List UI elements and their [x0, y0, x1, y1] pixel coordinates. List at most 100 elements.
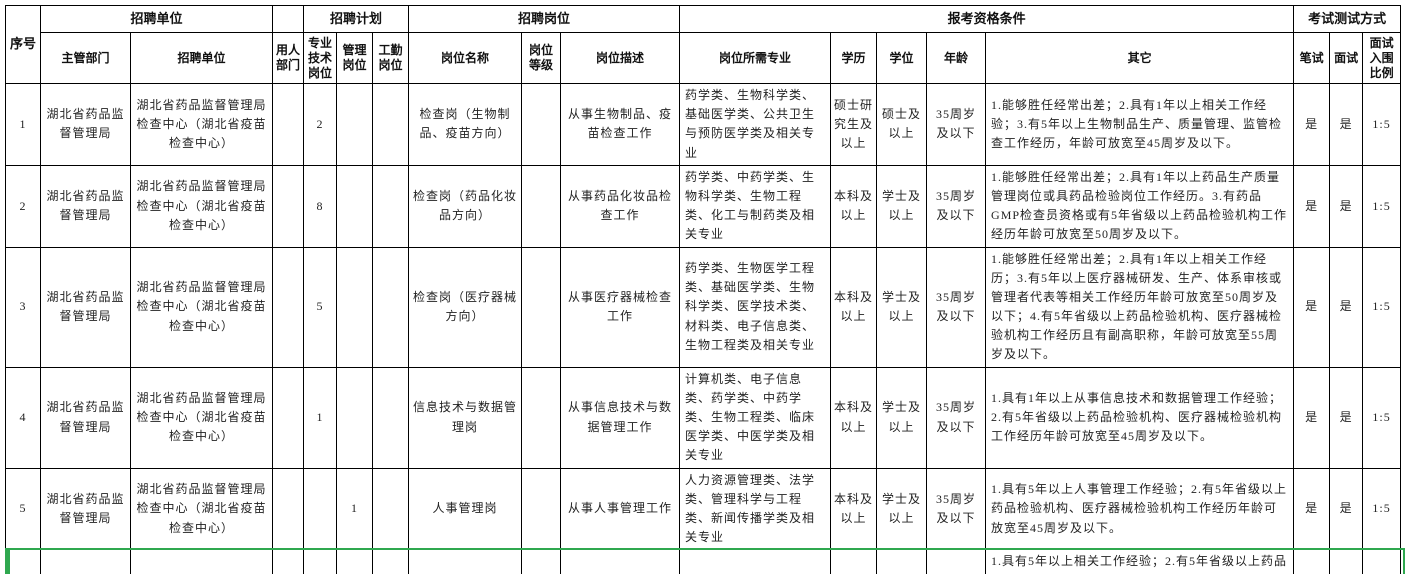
cell-other[interactable]: 1.能够胜任经常出差；2.具有1年以上药品生产质量管理岗位或具药品检验岗位工作经…	[985, 164, 1295, 248]
cell-degree[interactable]: 硕士及以上	[876, 83, 928, 166]
cell-degree[interactable]: 学士及以上	[876, 246, 928, 368]
cell-labor[interactable]	[372, 549, 410, 574]
cell-mgmt[interactable]	[336, 83, 374, 166]
header-seq[interactable]: 序号	[5, 5, 41, 84]
cell-use-dept[interactable]	[272, 549, 305, 574]
header-unit[interactable]: 招聘单位	[129, 32, 274, 84]
cell-unit[interactable]: 湖北省药品监督管理局检查中心（湖北省疫苗检查中心）	[129, 366, 274, 469]
cell-post-name[interactable]: 检查岗（医疗器械方向）	[408, 246, 523, 368]
header-other[interactable]: 其它	[985, 32, 1295, 84]
cell-dept[interactable]: 湖北省药品监督管理局	[40, 246, 131, 368]
cell-prof[interactable]	[303, 549, 338, 574]
cell-mgmt[interactable]	[336, 164, 374, 248]
header-use-dept[interactable]: 用人部门	[272, 32, 305, 84]
cell-seq[interactable]: 4	[5, 366, 41, 469]
cell-post-desc[interactable]: 从事医疗器械检查工作	[560, 246, 681, 368]
cell-other[interactable]: 1.能够胜任经常出差；2.具有1年以上相关工作经验；3.有5年以上生物制品生产、…	[985, 83, 1295, 166]
cell-seq[interactable]: 5	[5, 467, 41, 551]
header-post-desc[interactable]: 岗位描述	[560, 32, 681, 84]
cell-age[interactable]: 35周岁及以下	[926, 164, 987, 248]
cell-ratio[interactable]: 1:5	[1362, 366, 1402, 469]
header-labor-post[interactable]: 工勤岗位	[372, 32, 410, 84]
cell-unit[interactable]: 湖北省药品监督管理局检查中心（湖北省疫苗检查中心）	[129, 467, 274, 551]
cell-written[interactable]: 是	[1293, 246, 1331, 368]
cell-prof[interactable]: 5	[303, 246, 338, 368]
header-degree[interactable]: 学位	[876, 32, 928, 84]
cell-post-desc[interactable]: 从事综合管理及档案管理工作	[560, 549, 681, 574]
cell-unit[interactable]: 湖北省药品监督管理局检查中心（湖北省疫苗检查中心）	[129, 164, 274, 248]
header-group-recruit-unit[interactable]: 招聘单位	[39, 5, 274, 33]
cell-use-dept[interactable]	[272, 164, 305, 248]
cell-dept[interactable]: 湖北省药品监督管理局	[40, 366, 131, 469]
cell-labor[interactable]	[372, 467, 410, 551]
cell-unit[interactable]: 湖北省药品监督管理局检查中心（湖北省疫苗检查中心）	[129, 246, 274, 368]
cell-use-dept[interactable]	[272, 467, 305, 551]
cell-ratio[interactable]: 1:5	[1362, 246, 1402, 368]
cell-seq[interactable]: 2	[5, 164, 41, 248]
cell-majors[interactable]: 图书情报与档案管理类、工商管理类、外国语言文学类及相关专业	[679, 549, 832, 574]
cell-unit[interactable]: 湖北省药品监督管理局检查中心（湖北省疫苗检查中心）	[129, 549, 274, 574]
cell-prof[interactable]: 8	[303, 164, 338, 248]
cell-other[interactable]: 1.能够胜任经常出差；2.具有1年以上相关工作经历；3.有5年以上医疗器械研发、…	[985, 246, 1295, 368]
cell-degree[interactable]: 学士及以上	[876, 467, 928, 551]
cell-age[interactable]: 35周岁及以下	[926, 549, 987, 574]
cell-post-grade[interactable]	[521, 164, 562, 248]
cell-prof[interactable]	[303, 467, 338, 551]
header-post-grade[interactable]: 岗位等级	[521, 32, 562, 84]
cell-post-grade[interactable]	[521, 467, 562, 551]
cell-post-grade[interactable]	[521, 83, 562, 166]
cell-interview[interactable]: 是	[1329, 549, 1364, 574]
cell-ratio[interactable]: 1:5	[1362, 164, 1402, 248]
cell-edu[interactable]: 本科及以上	[830, 366, 878, 469]
header-mgmt-post[interactable]: 管理岗位	[336, 32, 374, 84]
cell-degree[interactable]: 学士及以上	[876, 164, 928, 248]
cell-ratio[interactable]: 1:5	[1362, 467, 1402, 551]
cell-age[interactable]: 35周岁及以下	[926, 467, 987, 551]
cell-interview[interactable]: 是	[1329, 83, 1364, 166]
header-group-recruit-post[interactable]: 招聘岗位	[408, 5, 681, 33]
cell-majors[interactable]: 药学类、生物科学类、基础医学类、公共卫生与预防医学类及相关专业	[679, 83, 832, 166]
cell-degree[interactable]: 学士及以上	[876, 366, 928, 469]
cell-dept[interactable]: 湖北省药品监督管理局	[40, 549, 131, 574]
cell-age[interactable]: 35周岁及以下	[926, 246, 987, 368]
cell-other[interactable]: 1.具有1年以上从事信息技术和数据管理工作经验；2.有5年省级以上药品检验机构、…	[985, 366, 1295, 469]
cell-labor[interactable]	[372, 366, 410, 469]
cell-edu[interactable]: 本科及以上	[830, 467, 878, 551]
header-prof-post[interactable]: 专业技术岗位	[303, 32, 338, 84]
cell-post-desc[interactable]: 从事药品化妆品检查工作	[560, 164, 681, 248]
cell-post-name[interactable]: 检查岗（生物制品、疫苗方向）	[408, 83, 523, 166]
cell-post-grade[interactable]	[521, 366, 562, 469]
cell-dept[interactable]: 湖北省药品监督管理局	[40, 467, 131, 551]
cell-prof[interactable]: 2	[303, 83, 338, 166]
cell-prof[interactable]: 1	[303, 366, 338, 469]
cell-age[interactable]: 35周岁及以下	[926, 366, 987, 469]
cell-written[interactable]: 是	[1293, 467, 1331, 551]
header-group-recruit-plan[interactable]: 招聘计划	[303, 5, 410, 33]
cell-interview[interactable]: 是	[1329, 467, 1364, 551]
header-group-exam[interactable]: 考试测试方式	[1293, 5, 1402, 33]
cell-seq[interactable]: 3	[5, 246, 41, 368]
cell-labor[interactable]	[372, 164, 410, 248]
header-age[interactable]: 年龄	[926, 32, 987, 84]
cell-majors[interactable]: 药学类、中药学类、生物科学类、生物工程类、化工与制药类及相关专业	[679, 164, 832, 248]
cell-post-grade[interactable]	[521, 246, 562, 368]
header-group-qualification[interactable]: 报考资格条件	[679, 5, 1295, 33]
cell-mgmt[interactable]	[336, 246, 374, 368]
cell-edu[interactable]: 本科及以上	[830, 549, 878, 574]
cell-majors[interactable]: 药学类、生物医学工程类、基础医学类、生物科学类、医学技术类、材料类、电子信息类、…	[679, 246, 832, 368]
header-written-exam[interactable]: 笔试	[1293, 32, 1331, 84]
cell-labor[interactable]	[372, 246, 410, 368]
header-interview-ratio[interactable]: 面试入围比例	[1362, 32, 1402, 84]
cell-seq[interactable]: 6	[5, 549, 41, 574]
cell-age[interactable]: 35周岁及以下	[926, 83, 987, 166]
cell-dept[interactable]: 湖北省药品监督管理局	[40, 164, 131, 248]
cell-post-desc[interactable]: 从事人事管理工作	[560, 467, 681, 551]
cell-post-desc[interactable]: 从事生物制品、疫苗检查工作	[560, 83, 681, 166]
cell-degree[interactable]: 学士及以上	[876, 549, 928, 574]
cell-unit[interactable]: 湖北省药品监督管理局检查中心（湖北省疫苗检查中心）	[129, 83, 274, 166]
cell-other[interactable]: 1.具有5年以上人事管理工作经验；2.有5年省级以上药品检验机构、医疗器械检验机…	[985, 467, 1295, 551]
header-post-name[interactable]: 岗位名称	[408, 32, 523, 84]
cell-post-grade[interactable]	[521, 549, 562, 574]
cell-seq[interactable]: 1	[5, 83, 41, 166]
cell-written[interactable]: 是	[1293, 549, 1331, 574]
